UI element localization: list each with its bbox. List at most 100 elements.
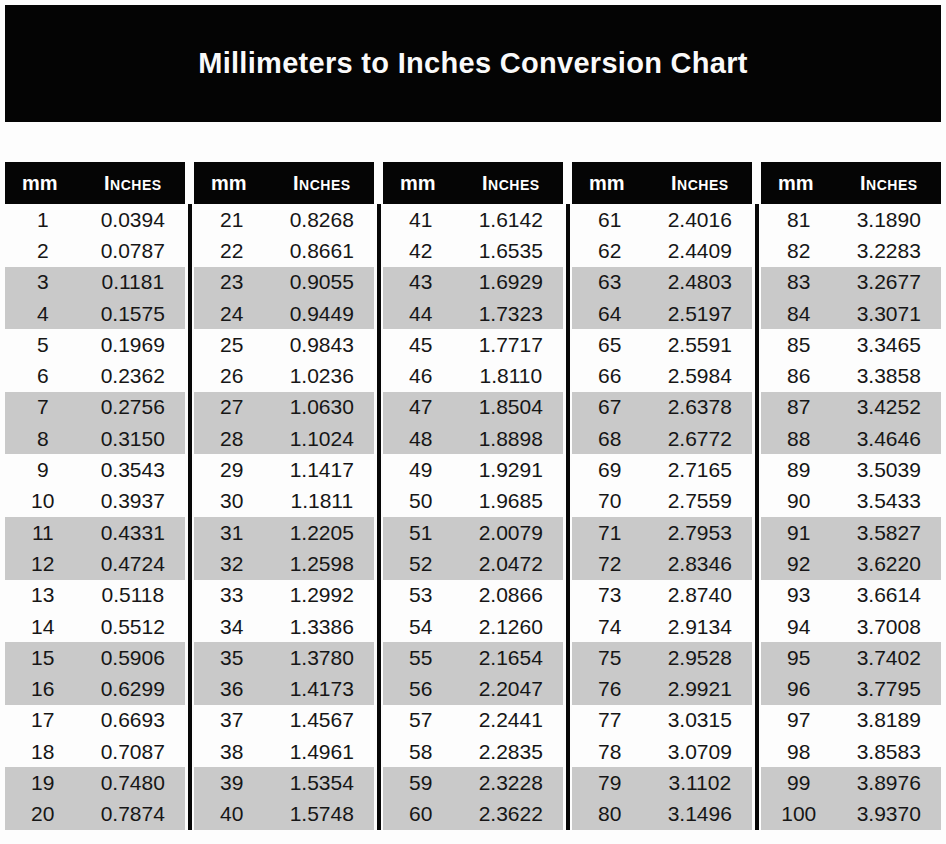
table-row: 80.3150: [5, 423, 185, 454]
table-row: 180.7087: [5, 736, 185, 767]
mm-value: 73: [572, 583, 648, 607]
inches-value: 2.0866: [459, 583, 563, 607]
mm-column-header: mm: [5, 172, 81, 195]
mm-value: 22: [194, 239, 270, 263]
mm-value: 9: [5, 458, 81, 482]
mm-value: 10: [5, 489, 81, 513]
inches-value: 1.5354: [270, 771, 374, 795]
mm-value: 97: [761, 708, 837, 732]
table-row: 963.7795: [761, 673, 941, 704]
table-row: 522.0472: [383, 548, 563, 579]
table-row: 642.5197: [572, 298, 752, 329]
inches-value: 1.8898: [459, 427, 563, 451]
table-row: 431.6929: [383, 267, 563, 298]
inches-column-header: Inches: [81, 172, 185, 195]
mm-value: 98: [761, 740, 837, 764]
mm-value: 28: [194, 427, 270, 451]
mm-value: 95: [761, 646, 837, 670]
table-row: 893.5039: [761, 454, 941, 485]
conversion-column-group: mmInches10.039420.078730.118140.157550.1…: [5, 162, 185, 830]
mm-value: 93: [761, 583, 837, 607]
mm-value: 24: [194, 302, 270, 326]
inches-value: 3.9370: [837, 802, 941, 826]
conversion-table: mmInches10.039420.078730.118140.157550.1…: [5, 162, 941, 830]
mm-column-header: mm: [572, 172, 648, 195]
inches-value: 2.2441: [459, 708, 563, 732]
table-row: 411.6142: [383, 204, 563, 235]
inches-value: 1.1417: [270, 458, 374, 482]
group-rows: 612.4016622.4409632.4803642.5197652.5591…: [572, 204, 752, 830]
conversion-column-group: mmInches813.1890823.2283833.2677843.3071…: [761, 162, 941, 830]
inches-value: 0.6299: [81, 677, 185, 701]
mm-value: 11: [5, 521, 81, 545]
inches-value: 1.0630: [270, 395, 374, 419]
inches-value: 1.0236: [270, 364, 374, 388]
inches-value: 3.8976: [837, 771, 941, 795]
inches-value: 0.7087: [81, 740, 185, 764]
inches-value: 1.1024: [270, 427, 374, 451]
inches-value: 1.3386: [270, 615, 374, 639]
mm-column-header: mm: [383, 172, 459, 195]
mm-value: 47: [383, 395, 459, 419]
inches-value: 1.6535: [459, 239, 563, 263]
inches-value: 0.9449: [270, 302, 374, 326]
table-row: 793.1102: [572, 767, 752, 798]
inches-value: 3.4252: [837, 395, 941, 419]
mm-value: 71: [572, 521, 648, 545]
mm-value: 58: [383, 740, 459, 764]
mm-value: 64: [572, 302, 648, 326]
column-gap: [185, 162, 194, 830]
mm-value: 61: [572, 208, 648, 232]
table-row: 110.4331: [5, 517, 185, 548]
column-divider: [755, 204, 759, 830]
mm-value: 27: [194, 395, 270, 419]
mm-value: 67: [572, 395, 648, 419]
table-row: 572.2441: [383, 705, 563, 736]
mm-value: 54: [383, 615, 459, 639]
conversion-column-group: mmInches210.8268220.8661230.9055240.9449…: [194, 162, 374, 830]
inches-value: 3.3071: [837, 302, 941, 326]
inches-value: 1.4961: [270, 740, 374, 764]
table-row: 271.0630: [194, 392, 374, 423]
table-row: 301.1811: [194, 486, 374, 517]
table-row: 190.7480: [5, 767, 185, 798]
mm-value: 4: [5, 302, 81, 326]
inches-value: 1.2205: [270, 521, 374, 545]
inches-column-header: Inches: [270, 172, 374, 195]
table-row: 923.6220: [761, 548, 941, 579]
inches-value: 2.6378: [648, 395, 752, 419]
table-row: 501.9685: [383, 486, 563, 517]
inches-value: 0.2756: [81, 395, 185, 419]
inches-value: 2.5984: [648, 364, 752, 388]
table-row: 60.2362: [5, 360, 185, 391]
inches-value: 0.7874: [81, 802, 185, 826]
table-row: 552.1654: [383, 642, 563, 673]
inches-value: 3.1496: [648, 802, 752, 826]
table-row: 140.5512: [5, 611, 185, 642]
mm-value: 44: [383, 302, 459, 326]
table-row: 160.6299: [5, 673, 185, 704]
title-banner: Millimeters to Inches Conversion Chart: [5, 5, 941, 122]
mm-value: 35: [194, 646, 270, 670]
inches-value: 1.8504: [459, 395, 563, 419]
mm-value: 39: [194, 771, 270, 795]
mm-column-header: mm: [761, 172, 837, 195]
mm-value: 48: [383, 427, 459, 451]
table-row: 813.1890: [761, 204, 941, 235]
inches-value: 0.5512: [81, 615, 185, 639]
mm-value: 41: [383, 208, 459, 232]
mm-value: 14: [5, 615, 81, 639]
mm-value: 32: [194, 552, 270, 576]
table-row: 532.0866: [383, 580, 563, 611]
table-row: 441.7323: [383, 298, 563, 329]
mm-value: 82: [761, 239, 837, 263]
mm-value: 19: [5, 771, 81, 795]
inches-value: 2.5197: [648, 302, 752, 326]
table-row: 933.6614: [761, 580, 941, 611]
table-row: 311.2205: [194, 517, 374, 548]
inches-value: 1.6142: [459, 208, 563, 232]
table-row: 762.9921: [572, 673, 752, 704]
table-row: 542.1260: [383, 611, 563, 642]
inches-value: 3.6220: [837, 552, 941, 576]
table-row: 381.4961: [194, 736, 374, 767]
